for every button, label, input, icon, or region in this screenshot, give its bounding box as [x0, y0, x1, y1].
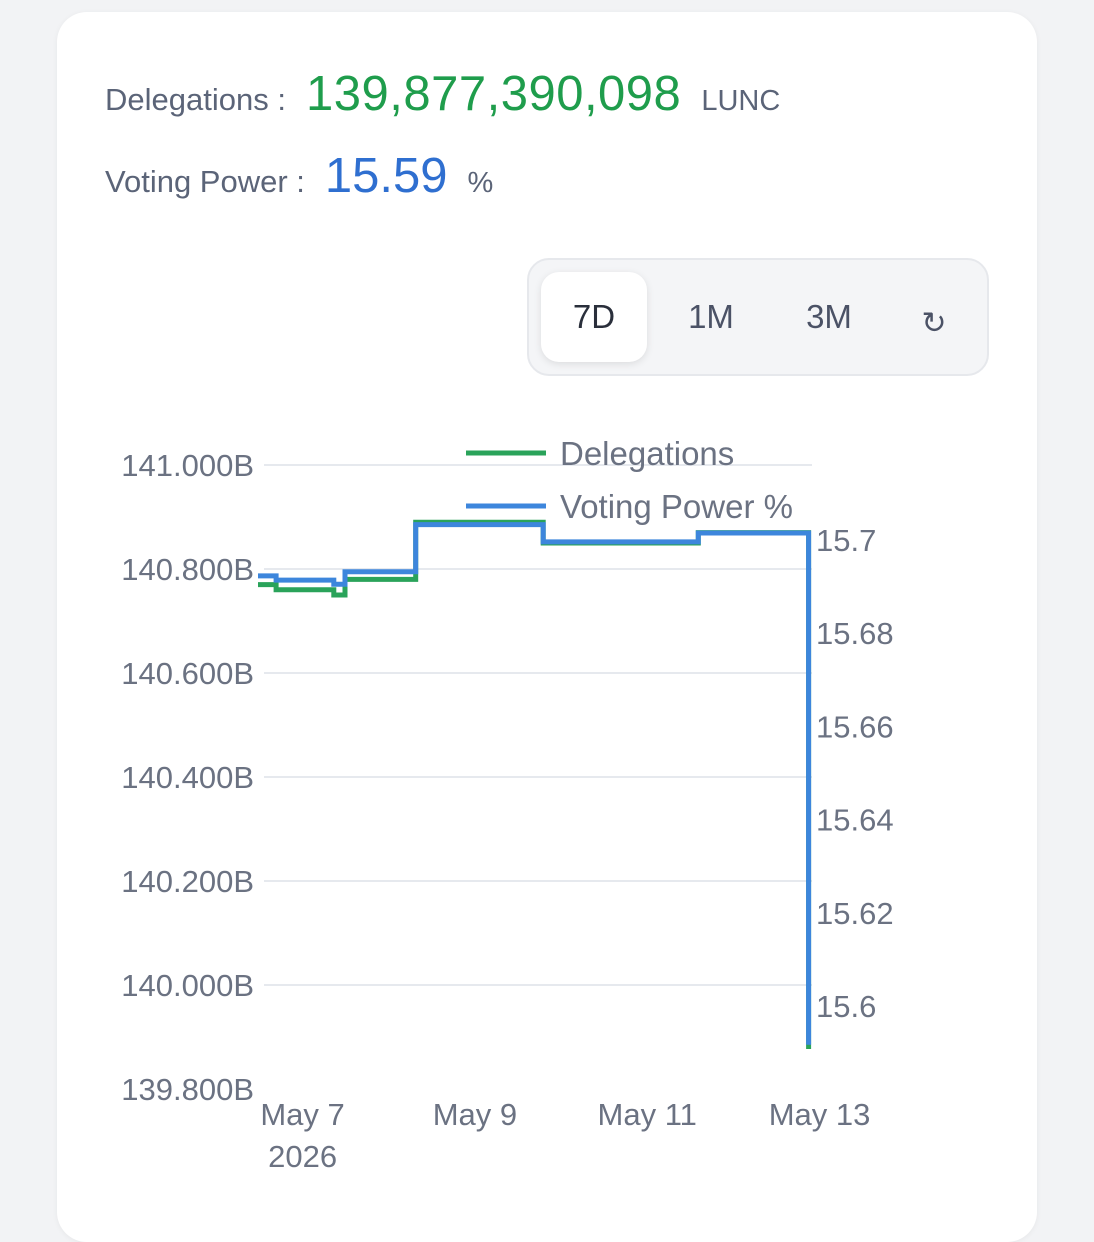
- chart-series: [258, 519, 812, 1049]
- delegations-label: Delegations :: [105, 82, 286, 117]
- validator-card: [57, 12, 1037, 1242]
- x-axis: May 7 2026 May 9 May 11 May 13: [260, 1097, 870, 1174]
- x-axis-tick-label: May 11: [598, 1097, 697, 1132]
- chart-grid: [264, 464, 812, 986]
- legend-label-delegations: Delegations: [560, 435, 734, 472]
- right-axis-tick-label: 15.7: [816, 523, 876, 558]
- delegations-value: 139,877,390,098: [305, 67, 682, 121]
- chart-legend: Delegations Voting Power %: [466, 435, 793, 525]
- time-range-selector: 7D 1M 3M ↻: [527, 258, 989, 376]
- left-axis-tick-label: 140.800B: [121, 552, 254, 587]
- delegations-unit: LUNC: [701, 85, 781, 117]
- voting-power-unit: %: [467, 167, 494, 199]
- left-y-axis: 141.000B 140.800B 140.600B 140.400B 140.200B…: [121, 448, 254, 1107]
- range-3m-button[interactable]: 3M: [806, 298, 852, 335]
- right-axis-tick-label: 15.68: [816, 616, 894, 651]
- left-axis-tick-label: 139.800B: [121, 1072, 254, 1107]
- left-axis-tick-label: 140.000B: [121, 968, 254, 1003]
- x-axis-tick-sublabel: 2026: [268, 1139, 337, 1174]
- x-axis-tick-label: May 13: [769, 1097, 871, 1132]
- voting-power-value: 15.59: [324, 149, 448, 203]
- x-axis-tick-label: May 9: [433, 1097, 517, 1132]
- range-1m-button[interactable]: 1M: [688, 298, 734, 335]
- right-axis-tick-label: 15.66: [816, 709, 894, 744]
- voting-power-row: Voting Power : 15.59 %: [105, 148, 493, 204]
- legend-label-voting-power: Voting Power %: [560, 488, 793, 525]
- left-axis-tick-label: 141.000B: [121, 448, 254, 483]
- left-axis-tick-label: 140.200B: [121, 864, 254, 899]
- delegations-series-line: [258, 519, 812, 1049]
- right-axis-tick-label: 15.64: [816, 803, 894, 838]
- right-axis-tick-label: 15.62: [816, 896, 894, 931]
- voting-power-label: Voting Power :: [105, 164, 305, 199]
- delegations-voting-chart: 141.000B 140.800B 140.600B 140.400B 140.200B…: [121, 435, 894, 1174]
- voting-power-series-line: [258, 522, 812, 1045]
- right-axis-tick-label: 15.6: [816, 989, 876, 1024]
- refresh-icon[interactable]: ↻: [921, 306, 947, 340]
- right-y-axis: 15.7 15.68 15.66 15.64 15.62 15.6: [816, 523, 894, 1024]
- left-axis-tick-label: 140.600B: [121, 656, 254, 691]
- left-axis-tick-label: 140.400B: [121, 760, 254, 795]
- range-7d-button[interactable]: 7D: [541, 272, 647, 362]
- x-axis-tick-label: May 7: [260, 1097, 344, 1132]
- delegations-row: Delegations : 139,877,390,098 LUNC: [105, 66, 780, 122]
